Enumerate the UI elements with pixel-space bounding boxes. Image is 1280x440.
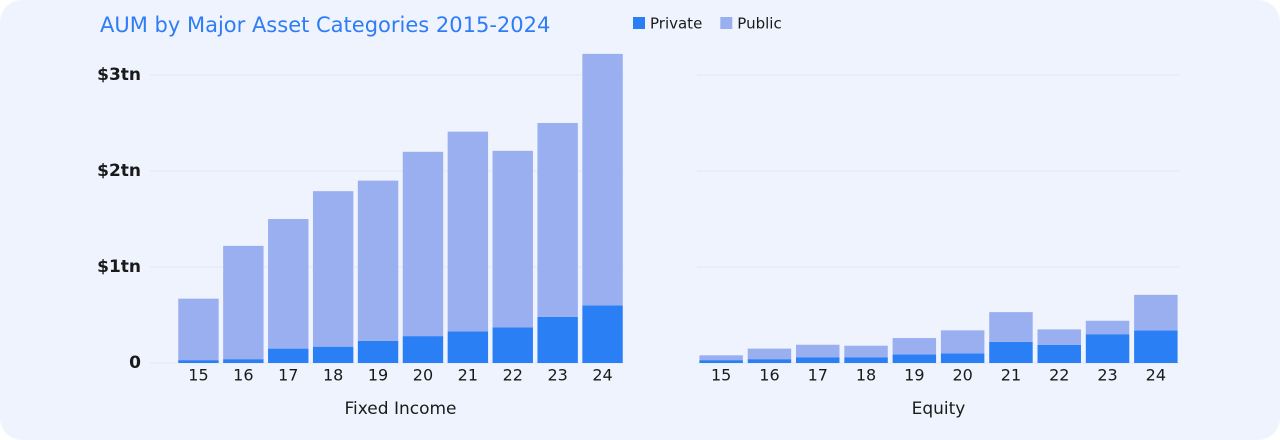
- bar-segment: [312, 346, 354, 363]
- x-tick-label: 17: [278, 366, 298, 385]
- bar-segment: [844, 357, 888, 363]
- x-tick-label: 23: [1097, 366, 1117, 385]
- y-tick-label: $3tn: [97, 65, 141, 85]
- bar-segment: [268, 348, 309, 363]
- bar-segment: [699, 360, 743, 363]
- bar-segment: [844, 345, 888, 358]
- bar-segment: [268, 219, 309, 349]
- bar-segment: [1037, 344, 1081, 363]
- legend-swatch: [633, 17, 645, 29]
- bar-segment: [447, 131, 489, 332]
- x-tick-label: 24: [1146, 366, 1166, 385]
- x-tick-label: 22: [1049, 366, 1069, 385]
- x-tick-label: 20: [952, 366, 972, 385]
- bar-segment: [178, 298, 219, 361]
- bar-segment: [582, 305, 623, 363]
- bar-segment: [357, 180, 399, 341]
- x-tick-label: 17: [808, 366, 828, 385]
- x-axis-title: Equity: [912, 399, 966, 419]
- bar-segment: [223, 359, 264, 363]
- bar-segment: [940, 330, 985, 354]
- x-tick-label: 21: [458, 366, 478, 385]
- bar-segment: [796, 357, 840, 363]
- x-axis-title: Fixed Income: [344, 399, 456, 419]
- y-tick-label: 0: [129, 353, 141, 373]
- chart-title: AUM by Major Asset Categories 2015-2024: [100, 13, 550, 37]
- x-tick-label: 15: [711, 366, 731, 385]
- x-tick-label: 21: [1001, 366, 1021, 385]
- bar-segment: [357, 340, 399, 363]
- bar-segment: [537, 123, 578, 317]
- legend-label: Public: [737, 15, 781, 33]
- bar-segment: [402, 151, 444, 337]
- x-tick-label: 20: [413, 366, 433, 385]
- bar-segment: [796, 344, 840, 358]
- x-tick-label: 18: [856, 366, 876, 385]
- bar-segment: [312, 191, 354, 347]
- bar-segment: [892, 354, 937, 363]
- bar-segment: [892, 338, 937, 355]
- bar-segment: [582, 53, 623, 306]
- x-tick-label: 23: [547, 366, 567, 385]
- bar-segment: [989, 341, 1033, 363]
- bar-segment: [402, 336, 444, 363]
- x-tick-label: 22: [503, 366, 523, 385]
- bar-segment: [537, 316, 578, 363]
- bar-segment: [747, 348, 792, 360]
- bar-segment: [178, 360, 219, 363]
- x-tick-label: 16: [233, 366, 253, 385]
- bar-segment: [1085, 320, 1130, 335]
- y-tick-label: $2tn: [97, 161, 141, 181]
- bar-segment: [747, 359, 792, 363]
- x-tick-label: 18: [323, 366, 343, 385]
- bar-segment: [699, 355, 743, 361]
- bar-segment: [492, 150, 533, 328]
- x-tick-label: 16: [759, 366, 779, 385]
- x-tick-label: 19: [368, 366, 388, 385]
- bar-segment: [1134, 294, 1178, 331]
- bar-segment: [447, 331, 489, 363]
- x-tick-label: 24: [592, 366, 612, 385]
- legend-label: Private: [650, 15, 702, 33]
- x-tick-label: 19: [904, 366, 924, 385]
- bar-segment: [492, 327, 533, 363]
- x-tick-label: 15: [188, 366, 208, 385]
- bar-segment: [1085, 334, 1130, 363]
- bar-segment: [223, 245, 264, 360]
- y-tick-label: $1tn: [97, 257, 141, 277]
- bar-segment: [989, 312, 1033, 342]
- legend-swatch: [720, 17, 733, 29]
- bar-segment: [940, 353, 985, 363]
- bar-segment: [1134, 330, 1178, 363]
- bar-segment: [1037, 329, 1081, 345]
